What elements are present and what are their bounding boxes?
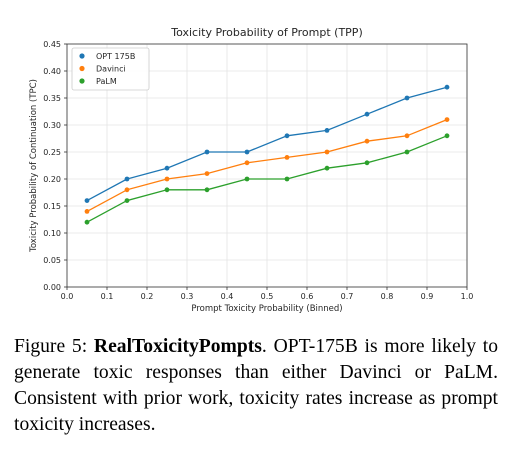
line-chart: Toxicity Probability of Prompt (TPP) 0.0…: [29, 26, 474, 314]
y-tick-label: 0.40: [43, 67, 61, 76]
x-tick-label: 0.7: [341, 292, 354, 301]
x-tick-label: 1.0: [461, 292, 474, 301]
data-point-opt-175b: [124, 176, 130, 182]
figure-label: Figure 5:: [14, 336, 88, 357]
data-point-palm: [244, 176, 250, 182]
data-point-palm: [444, 133, 450, 139]
legend-marker-davinci: [79, 65, 85, 72]
data-point-palm: [364, 160, 370, 166]
series-layer: [84, 84, 450, 225]
x-tick-label: 0.0: [61, 292, 74, 301]
x-tick-label: 0.3: [181, 292, 194, 301]
data-point-palm: [404, 149, 410, 155]
series-line-opt-175b: [86, 86, 448, 202]
y-tick-label: 0.30: [43, 121, 61, 130]
y-tick-label: 0.10: [43, 229, 61, 238]
data-point-davinci: [404, 133, 410, 139]
legend-box: [71, 47, 150, 91]
data-point-opt-175b: [244, 149, 250, 155]
data-point-davinci: [324, 149, 330, 155]
caption-bold-title: RealToxicityPompts: [93, 336, 262, 357]
series-line-palm: [86, 135, 448, 223]
data-point-davinci: [124, 187, 130, 193]
x-tick-label: 0.9: [421, 292, 434, 301]
chart-title: Toxicity Probability of Prompt (TPP): [170, 26, 363, 39]
x-tick-label: 0.4: [221, 292, 234, 301]
x-tick-label: 0.6: [301, 292, 314, 301]
data-point-palm: [284, 176, 290, 182]
data-point-opt-175b: [404, 95, 410, 101]
y-tick-label: 0.45: [43, 40, 61, 49]
y-axis-ticks: 0.00 0.05 0.10 0.15 0.20 0.25 0.30 0.35 0.40 0.45: [43, 40, 67, 292]
data-point-opt-175b: [204, 149, 210, 155]
data-point-opt-175b: [164, 165, 170, 171]
caption-text: . OPT-175B is more likely to generate to…: [14, 336, 498, 435]
legend: OPT 175B Davinci PaLM: [71, 47, 150, 91]
data-point-opt-175b: [364, 111, 370, 117]
y-axis-label: Toxicity Probability of Continuation (TP…: [29, 79, 39, 253]
legend-label-opt-175b: OPT 175B: [96, 52, 135, 61]
y-tick-label: 0.35: [43, 94, 61, 103]
legend-marker-palm: [79, 78, 85, 84]
data-point-palm: [84, 219, 90, 225]
y-tick-label: 0.15: [43, 202, 61, 211]
data-point-davinci: [284, 155, 290, 160]
data-point-davinci: [204, 171, 210, 177]
y-tick-label: 0.20: [43, 175, 61, 184]
data-point-davinci: [244, 160, 250, 166]
x-axis-label: Prompt Toxicity Probability (Binned): [191, 304, 342, 314]
y-tick-label: 0.05: [43, 256, 61, 265]
data-point-palm: [164, 187, 170, 193]
legend-label-palm: PaLM: [96, 77, 117, 86]
data-point-opt-175b: [84, 198, 90, 204]
data-point-opt-175b: [284, 133, 290, 139]
y-tick-label: 0.00: [43, 283, 61, 292]
data-point-davinci: [444, 117, 450, 122]
data-point-davinci: [164, 176, 170, 182]
x-tick-label: 0.2: [141, 292, 154, 301]
x-tick-label: 0.5: [261, 292, 274, 301]
data-point-davinci: [364, 138, 370, 144]
y-tick-label: 0.25: [43, 148, 61, 157]
legend-label-davinci: Davinci: [96, 65, 126, 74]
data-point-palm: [324, 165, 330, 171]
x-axis-ticks: 0.0 0.1 0.2 0.3 0.4 0.5 0.6 0.7 0.8 0.9 1.0: [61, 287, 474, 301]
x-tick-label: 0.1: [101, 292, 114, 301]
legend-marker-opt-175b: [79, 53, 85, 59]
data-point-davinci: [84, 209, 90, 214]
data-point-opt-175b: [324, 127, 330, 133]
figure-caption: Figure 5: RealToxicityPompts. OPT-175B i…: [14, 334, 498, 438]
data-point-palm: [204, 187, 210, 193]
data-point-palm: [124, 198, 130, 204]
x-tick-label: 0.8: [381, 292, 394, 301]
data-point-opt-175b: [444, 84, 450, 90]
series-line-davinci: [86, 118, 448, 212]
